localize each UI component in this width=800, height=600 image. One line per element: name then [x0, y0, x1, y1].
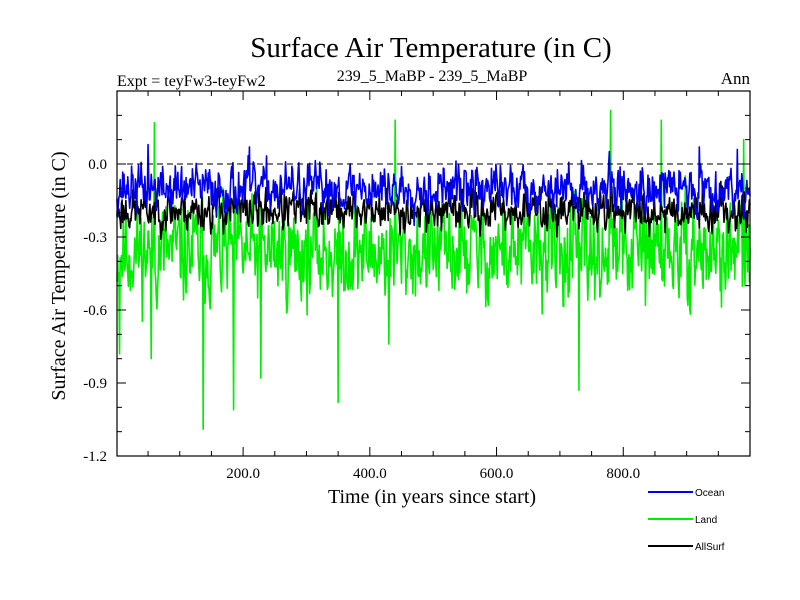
legend: Ocean Land AllSurf: [648, 488, 725, 553]
x-tick-label: 800.0: [606, 466, 640, 482]
tick-labels: 200.0 400.0 600.0 800.0 0.0 -0.3 -0.6 -0.9 -1.2: [83, 157, 640, 482]
legend-label-allsurf: AllSurf: [695, 542, 725, 553]
y-axis-label: Surface Air Temperature (in C): [48, 151, 70, 400]
y-tick-label: -1.2: [83, 449, 107, 465]
y-tick-label: -0.9: [83, 376, 107, 392]
season-label: Ann: [721, 69, 751, 88]
plot-frame: [116, 90, 751, 457]
period-label: 239_5_MaBP - 239_5_MaBP: [337, 68, 528, 85]
x-tick-label: 200.0: [226, 466, 260, 482]
expt-label: Expt = teyFw3-teyFw2: [117, 73, 266, 90]
y-tick-label: -0.3: [83, 230, 107, 246]
axis-ticks: [117, 90, 750, 457]
series-layer: [116, 109, 751, 431]
series-line-allsurf: [116, 180, 751, 241]
chart-title: Surface Air Temperature (in C): [250, 32, 611, 64]
series-line-land: [116, 109, 751, 431]
x-axis-label: Time (in years since start): [328, 486, 536, 508]
y-tick-label: 0.0: [88, 157, 107, 173]
series-line-ocean: [116, 143, 751, 227]
x-tick-label: 600.0: [480, 466, 514, 482]
legend-label-land: Land: [695, 515, 717, 526]
legend-label-ocean: Ocean: [695, 488, 724, 499]
y-tick-label: -0.6: [83, 303, 107, 319]
x-tick-label: 400.0: [353, 466, 387, 482]
